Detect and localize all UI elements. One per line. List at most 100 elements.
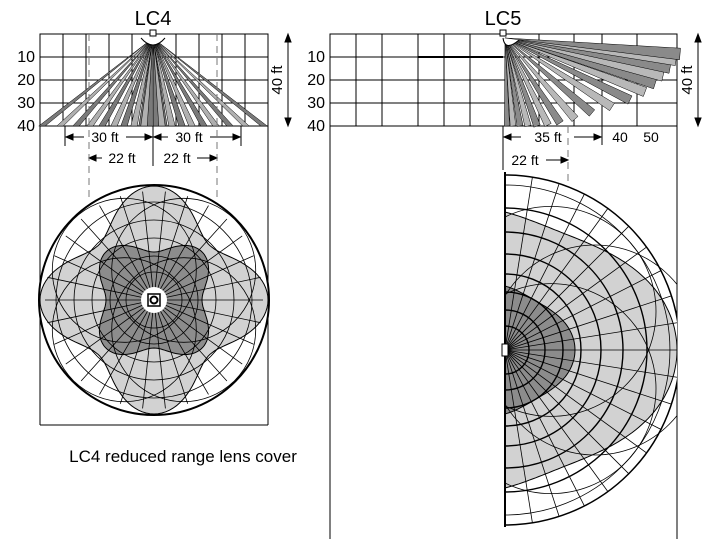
lc4-spoke <box>163 276 261 299</box>
lc5-beam <box>504 37 524 127</box>
lc4-beam <box>72 37 154 127</box>
lc4-beam <box>130 37 154 127</box>
lc4-spoke <box>142 191 154 291</box>
lc5-beam <box>504 37 596 117</box>
lc5-clipped-group <box>505 174 677 526</box>
lc4-height-label: 40 ft <box>269 65 286 95</box>
lc4-side-view-beams <box>38 37 268 127</box>
lc4-spoke <box>54 303 146 345</box>
lc5-width-dimension <box>502 145 570 170</box>
lc4-height-dimension <box>284 32 292 128</box>
lc4-petal-arc <box>111 257 257 403</box>
lc4-beam <box>86 37 154 127</box>
lc5-beam <box>504 37 564 126</box>
lc4-spoke <box>158 308 209 395</box>
lc4-beam <box>98 37 154 127</box>
lc5-width-22-label: 22 ft <box>511 152 538 168</box>
lc4-spoke <box>160 218 228 293</box>
lc4-beam <box>152 37 268 127</box>
lc5-beam <box>504 37 648 97</box>
lc5-spoke <box>505 322 677 351</box>
lc4-dashed-guides <box>88 34 218 200</box>
lc4-spoke <box>161 235 243 295</box>
lc5-side-view-beams <box>504 37 681 128</box>
lc4-spoke <box>119 309 152 404</box>
lc5-spoke <box>505 349 647 454</box>
lc4-spoke <box>154 191 166 291</box>
lc4-depth-tick-40: 40 <box>17 118 35 135</box>
lc4-spoke <box>80 218 148 293</box>
lc4-spoke <box>154 309 166 409</box>
lc4-range-right-label: 30 ft <box>175 129 202 145</box>
lc4-title: LC4 <box>135 8 172 30</box>
lc5-lobe-arc <box>505 244 677 456</box>
lc5-beam <box>504 37 633 105</box>
lc4-spoke <box>47 276 145 299</box>
lc4-spoke <box>156 196 189 291</box>
lc5-title: LC5 <box>485 8 522 30</box>
lc4-depth-tick-20: 20 <box>17 72 35 89</box>
lc5-top-view-coverage <box>501 172 677 527</box>
lc5-spoke <box>505 349 672 405</box>
lc4-spoke <box>162 303 254 345</box>
lc5-spoke <box>505 270 662 351</box>
lc5-range-dimension <box>502 126 603 145</box>
lc4-caption: LC4 reduced range lens cover <box>69 447 297 466</box>
lc4-depth-tick-30: 30 <box>17 95 35 112</box>
lc4-top-view-coverage <box>38 184 270 416</box>
lc4-petal-arc <box>51 197 197 343</box>
lc5-sensor-mark <box>501 343 509 357</box>
lc4-center-sensor-dot <box>149 295 159 305</box>
lc4-beam <box>152 37 220 127</box>
lc4-beam <box>56 37 154 127</box>
lc5-spoke <box>505 295 672 351</box>
lc4-beam <box>152 37 166 127</box>
lc4-spoke <box>142 309 154 409</box>
lc5-height-dimension <box>694 32 702 128</box>
lc5-beam <box>504 37 532 128</box>
lc5-height-label: 40 ft <box>679 65 696 95</box>
lc4-beam <box>152 37 208 127</box>
lc4-beam <box>152 37 186 127</box>
lc5-beam <box>504 37 681 61</box>
lc5-depth-tick-40: 40 <box>307 118 325 135</box>
lc4-petal-arc <box>111 197 257 343</box>
lc4-spoke <box>54 255 146 297</box>
lc5-range-50-label: 50 <box>643 129 659 145</box>
lc5-lobe-arc <box>505 283 657 494</box>
lc4-range-dimension <box>64 126 242 146</box>
lc5-spoke <box>505 226 629 351</box>
lc4-spoke <box>156 309 189 404</box>
lc5-sensor-icon <box>499 29 520 46</box>
lc4-spoke <box>162 255 254 297</box>
lc5-spoke <box>505 193 585 351</box>
lc5-spoke <box>505 349 609 492</box>
lc4-spoke <box>99 205 150 292</box>
lc5-spoke <box>505 177 533 351</box>
lc4-spoke <box>160 307 228 382</box>
lc4-spoke <box>99 308 150 395</box>
lc5-beam <box>504 37 552 127</box>
lc5-spoke <box>505 349 560 517</box>
lc5-depth-tick-10: 10 <box>307 49 325 66</box>
lc5-spoke <box>505 349 662 430</box>
lc5-spoke <box>505 183 560 351</box>
lc4-room-outline <box>39 126 269 426</box>
lc5-beam <box>504 37 615 112</box>
lc4-beam <box>110 37 154 127</box>
lc4-spoke <box>65 235 147 295</box>
lc4-width-left-label: 22 ft <box>108 150 135 166</box>
lc4-spoke <box>161 305 243 365</box>
lc4-spoke <box>47 301 145 324</box>
lc5-depth-tick-20: 20 <box>307 72 325 89</box>
lc5-spoke <box>505 349 677 378</box>
lc5-range-40-label: 40 <box>612 129 628 145</box>
lc4-spoke <box>65 305 147 365</box>
lc4-depth-tick-10: 10 <box>17 49 35 66</box>
lc4-width-dimension <box>87 146 219 166</box>
lc5-spoke <box>505 349 533 523</box>
lc5-depth-tick-30: 30 <box>307 95 325 112</box>
lc4-range-left-label: 30 ft <box>91 129 118 145</box>
lc4-beam <box>38 37 154 127</box>
lc4-width-right-label: 22 ft <box>163 150 190 166</box>
